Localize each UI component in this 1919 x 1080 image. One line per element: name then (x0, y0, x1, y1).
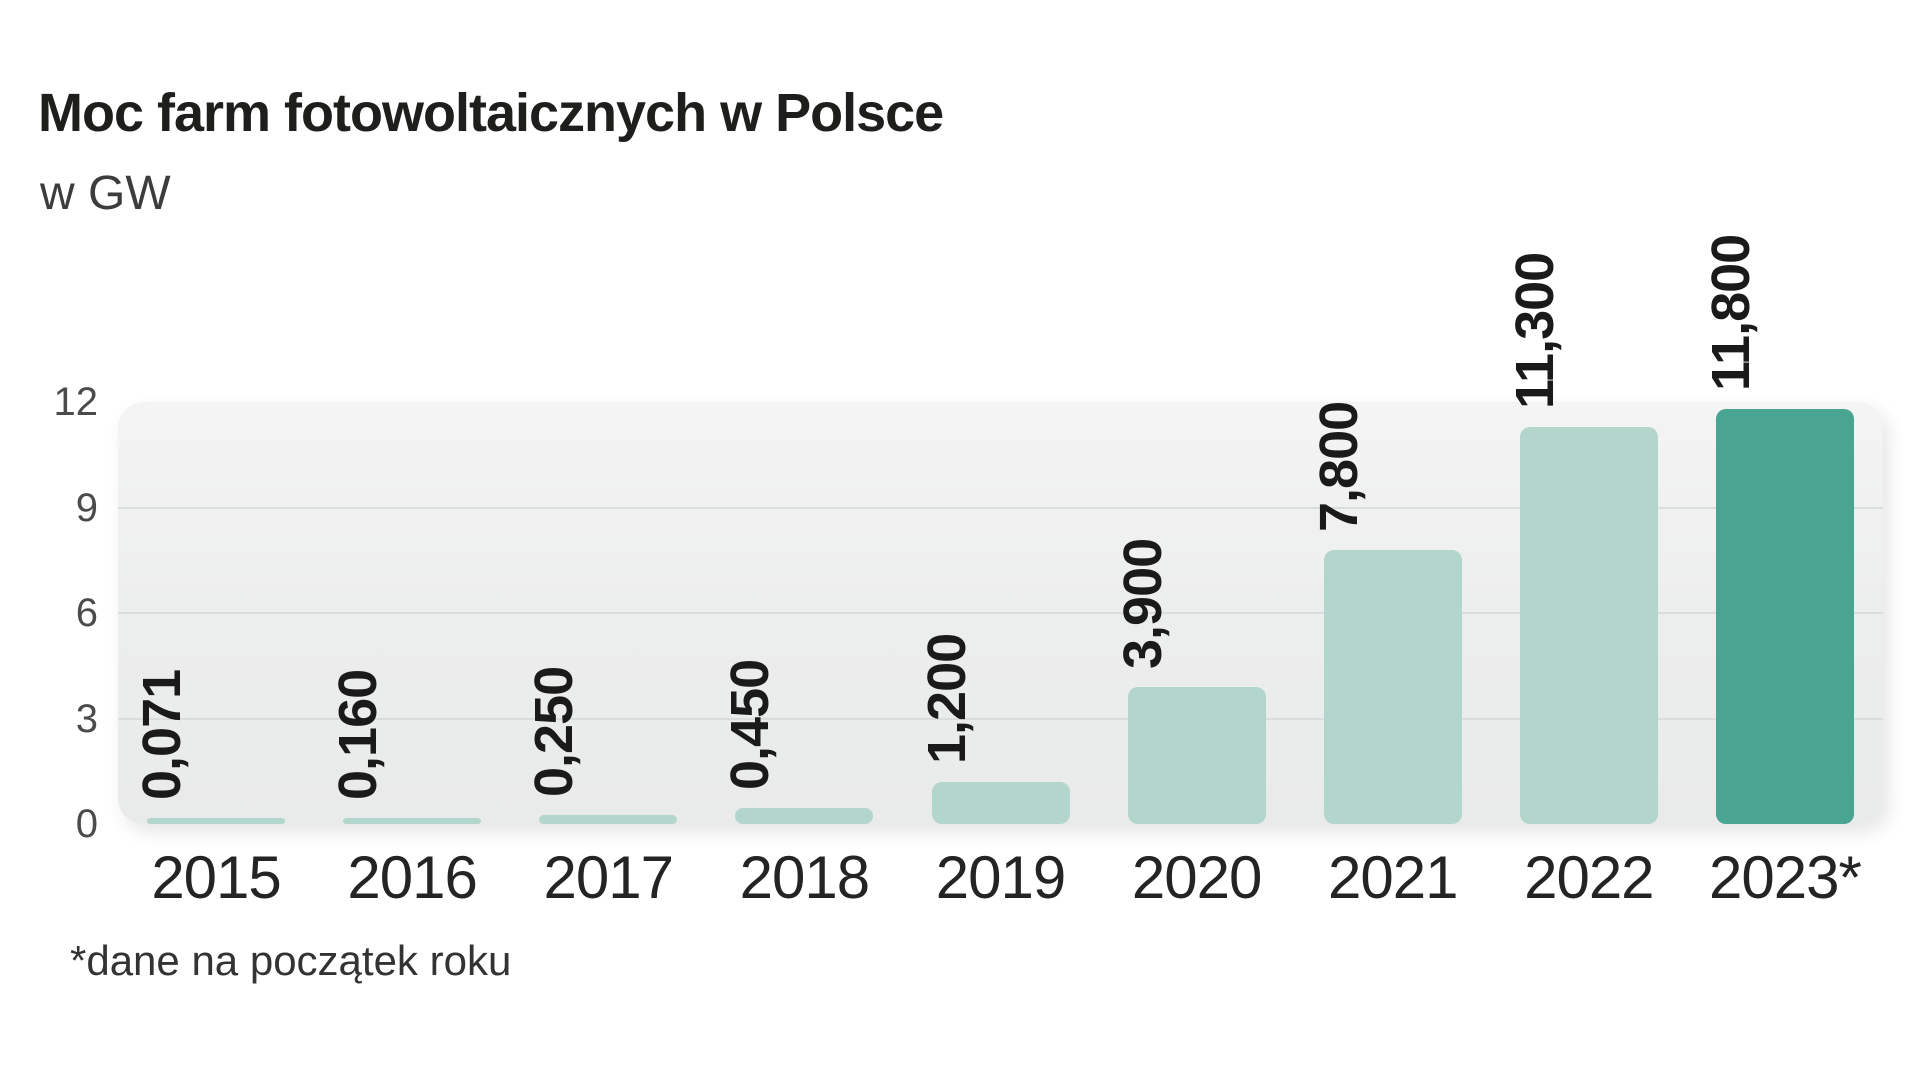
x-axis-label: 2016 (347, 844, 477, 911)
bar-2021 (1323, 549, 1462, 824)
x-axis-label: 2022 (1524, 844, 1654, 911)
x-axis-label: 2023* (1709, 844, 1862, 911)
x-axis-label: 2019 (935, 844, 1066, 911)
bar-value-label: 11,800 (1700, 234, 1761, 392)
y-axis-tick-label: 6 (75, 591, 98, 635)
bar-value-label: 0,160 (328, 669, 389, 800)
x-axis-label: 2020 (1131, 844, 1262, 911)
bar-value-label: 7,800 (1308, 401, 1369, 532)
footnote: *dane na początek roku (70, 937, 512, 984)
gridline-3 (118, 717, 1883, 720)
bar-2018 (735, 808, 874, 824)
bar-value-label: 1,200 (916, 633, 977, 764)
bar-2020 (1127, 686, 1266, 824)
y-axis-tick-label: 3 (75, 696, 98, 741)
y-axis-tick-label: 9 (75, 485, 98, 530)
bar-value-label: 11,300 (1504, 252, 1565, 409)
bar-2015 (147, 818, 286, 824)
x-axis-label: 2017 (543, 844, 674, 911)
bar-value-label: 3,900 (1112, 538, 1173, 669)
bar-2023 (1715, 409, 1854, 824)
x-axis-label: 2021 (1327, 844, 1458, 911)
gridline-6 (118, 612, 1883, 614)
y-axis-tick-label: 12 (53, 380, 99, 424)
y-axis-tick-label: 0 (75, 802, 98, 846)
plot-area (118, 402, 1883, 824)
bar-2017 (539, 815, 678, 824)
bar-2016 (343, 818, 482, 824)
bar-value-label: 0,071 (132, 669, 193, 800)
gridline-9 (118, 506, 1883, 509)
chart-subtitle: w GW (40, 167, 171, 220)
chart-title: Moc farm fotowoltaicznych w Polsce (38, 83, 944, 143)
bar-value-label: 0,250 (524, 667, 585, 798)
bar-2022 (1519, 426, 1658, 824)
x-axis-label: 2018 (739, 844, 870, 911)
x-axis-label: 2015 (151, 844, 281, 911)
bar-2019 (931, 781, 1070, 824)
bar-value-label: 0,450 (720, 660, 781, 791)
